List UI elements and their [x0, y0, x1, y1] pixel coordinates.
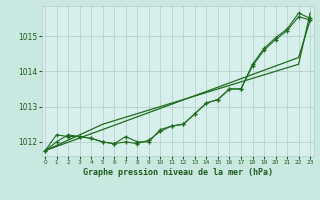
X-axis label: Graphe pression niveau de la mer (hPa): Graphe pression niveau de la mer (hPa)	[83, 168, 273, 177]
